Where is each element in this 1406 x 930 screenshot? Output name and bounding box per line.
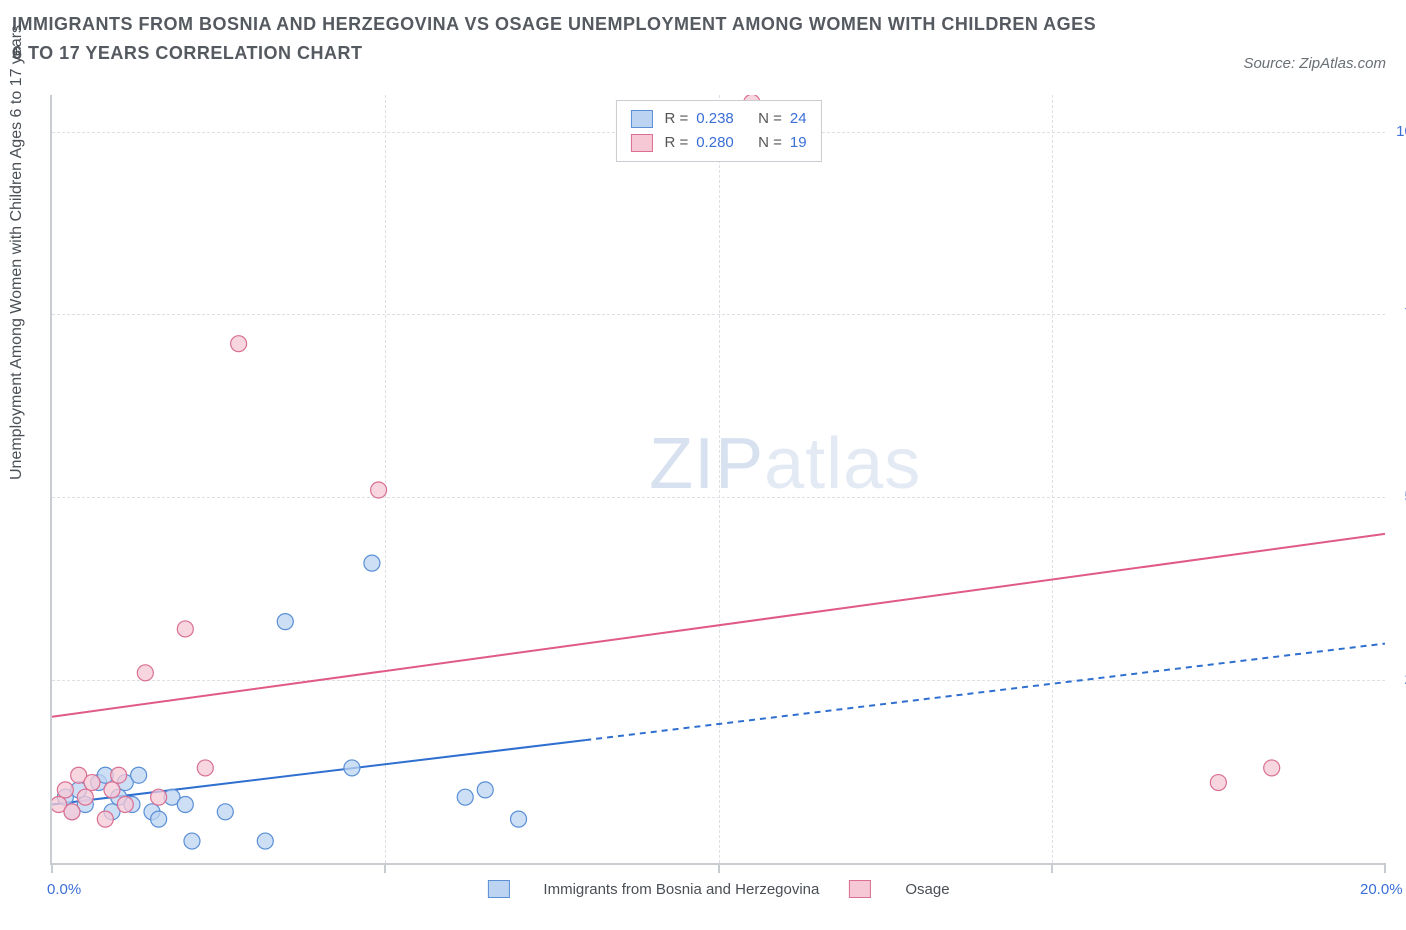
- r-label-2: R =: [664, 131, 688, 155]
- plot-area: ZIPatlas R = 0.238 N = 24 R = 0.280 N = …: [50, 95, 1385, 865]
- swatch-pink-bottom-icon: [849, 880, 871, 898]
- n-value-1: 24: [790, 107, 807, 131]
- plot-svg: [52, 95, 1385, 863]
- series1-name: Immigrants from Bosnia and Herzegovina: [543, 881, 819, 898]
- n-label: N =: [758, 107, 782, 131]
- chart-title: IMMIGRANTS FROM BOSNIA AND HERZEGOVINA V…: [12, 10, 1112, 68]
- series2-name: Osage: [905, 881, 949, 898]
- y-axis-title: Unemployment Among Women with Children A…: [8, 25, 26, 480]
- swatch-blue-icon: [630, 110, 652, 128]
- x-tick-label: 20.0%: [1360, 881, 1403, 898]
- r-label: R =: [664, 107, 688, 131]
- source-attribution: Source: ZipAtlas.com: [1243, 55, 1386, 72]
- n-value-2: 19: [790, 131, 807, 155]
- swatch-pink-icon: [630, 134, 652, 152]
- stats-legend: R = 0.238 N = 24 R = 0.280 N = 19: [615, 100, 821, 162]
- x-tick-label: 0.0%: [47, 881, 81, 898]
- r-value-1: 0.238: [696, 107, 734, 131]
- y-tick-label: 100.0%: [1396, 123, 1406, 140]
- swatch-blue-bottom-icon: [487, 880, 509, 898]
- stats-row-1: R = 0.238 N = 24: [630, 107, 806, 131]
- n-label-2: N =: [758, 131, 782, 155]
- chart-container: IMMIGRANTS FROM BOSNIA AND HERZEGOVINA V…: [0, 0, 1406, 930]
- stats-row-2: R = 0.280 N = 19: [630, 131, 806, 155]
- series-legend: Immigrants from Bosnia and Herzegovina O…: [487, 880, 949, 898]
- r-value-2: 0.280: [696, 131, 734, 155]
